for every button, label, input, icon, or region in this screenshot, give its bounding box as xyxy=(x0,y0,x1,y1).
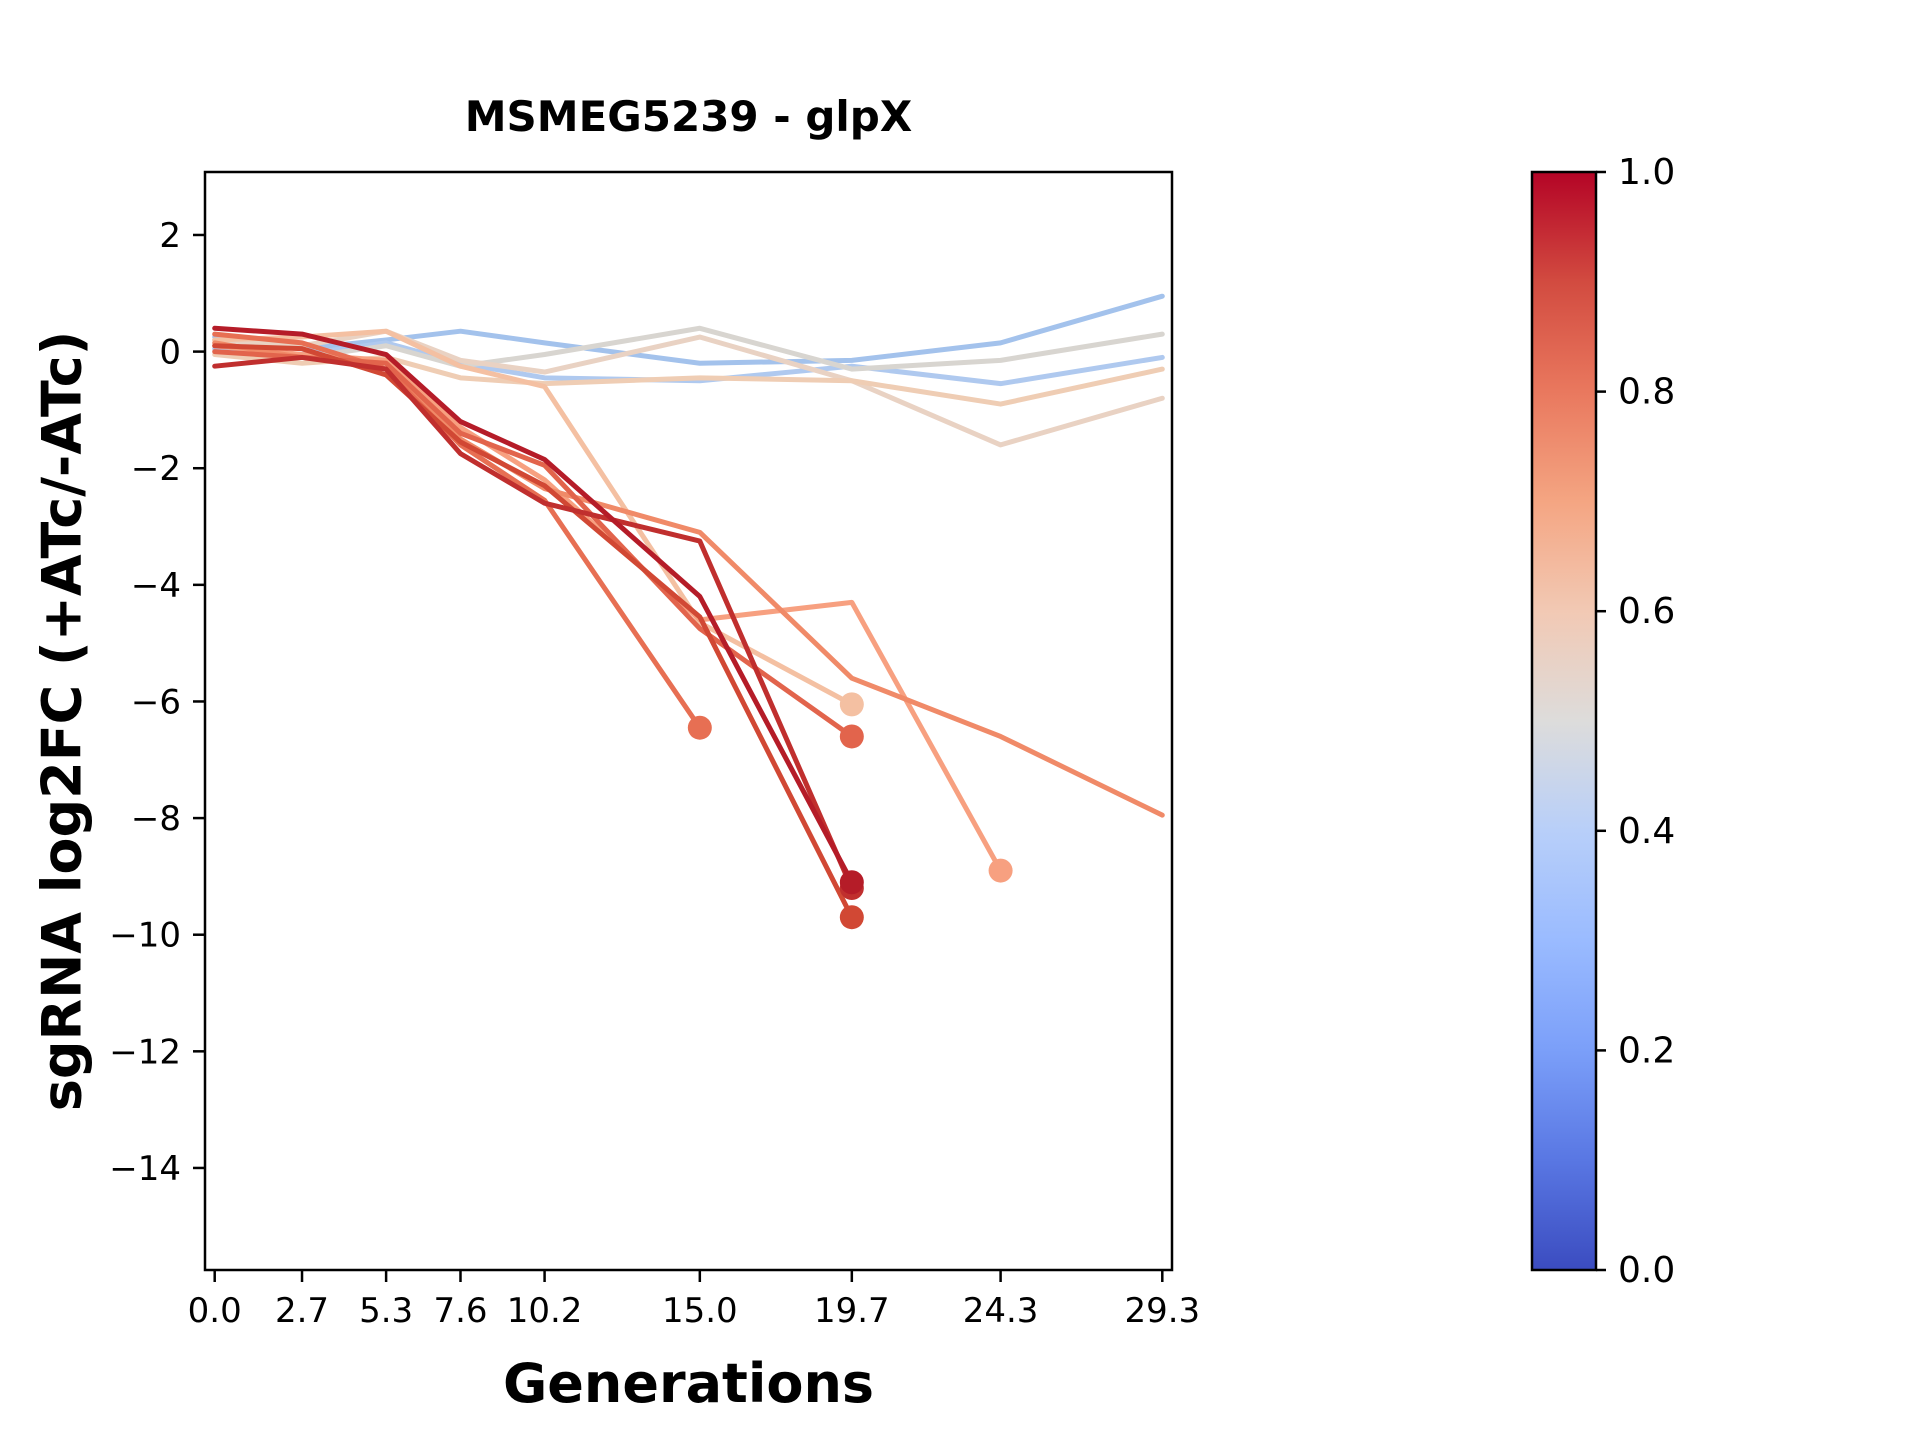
colorbar-tick-label: 0.6 xyxy=(1618,591,1675,632)
colorbar-tick-label: 0.4 xyxy=(1618,811,1675,852)
y-tick-label: −10 xyxy=(109,916,181,956)
axes-frame xyxy=(203,170,1174,1272)
series-line-decline-darkred-2 xyxy=(212,354,855,891)
series-end-marker-decline-darkred-1 xyxy=(839,870,864,895)
x-tick-label: 2.7 xyxy=(275,1291,329,1331)
series-end-marker-decline-red-deep xyxy=(839,905,864,930)
x-tick-label: 5.3 xyxy=(359,1291,413,1331)
colorbar-tick-label: 0.0 xyxy=(1618,1250,1675,1291)
series-end-marker-decline-pink xyxy=(839,692,864,717)
y-tick-label: 0 xyxy=(159,333,181,373)
series-end-marker-decline-salmon-24 xyxy=(988,858,1013,883)
x-tick-label: 15.0 xyxy=(662,1291,738,1331)
x-axis-label: Generations xyxy=(502,1352,875,1415)
colorbar-tick-label: 1.0 xyxy=(1618,152,1675,193)
x-tick-label: 29.3 xyxy=(1124,1291,1200,1331)
x-tick-label: 10.2 xyxy=(507,1291,583,1331)
colorbar xyxy=(1530,170,1598,1272)
colorbar-tick-label: 0.8 xyxy=(1618,372,1675,413)
series-line-flat-blue-1 xyxy=(212,293,1165,366)
y-axis-label: sgRNA log2FC (+ATc/-ATc) xyxy=(30,330,94,1112)
x-tick-label: 19.7 xyxy=(814,1291,890,1331)
series-line-decline-red-deep xyxy=(212,343,855,920)
y-tick-label: −14 xyxy=(109,1149,181,1189)
series-line-decline-pink xyxy=(212,328,855,707)
y-tick-label: −8 xyxy=(131,799,181,839)
x-tick-label: 0.0 xyxy=(188,1291,242,1331)
colorbar-tick-label: 0.2 xyxy=(1618,1030,1675,1071)
x-tick-label: 7.6 xyxy=(433,1291,487,1331)
y-tick-label: −2 xyxy=(131,449,181,489)
y-tick-label: −12 xyxy=(109,1032,181,1072)
y-tick-label: 2 xyxy=(159,216,181,256)
y-tick-label: −4 xyxy=(131,566,181,606)
x-tick-label: 24.3 xyxy=(963,1291,1039,1331)
chart-title: MSMEG5239 - glpX xyxy=(464,92,913,141)
series-line-decline-darkred-1 xyxy=(212,325,855,885)
series-end-marker-decline-red-15 xyxy=(687,715,712,740)
y-tick-label: −6 xyxy=(131,682,181,722)
plot-background xyxy=(205,172,1172,1270)
series-end-marker-decline-red-19 xyxy=(839,724,864,749)
